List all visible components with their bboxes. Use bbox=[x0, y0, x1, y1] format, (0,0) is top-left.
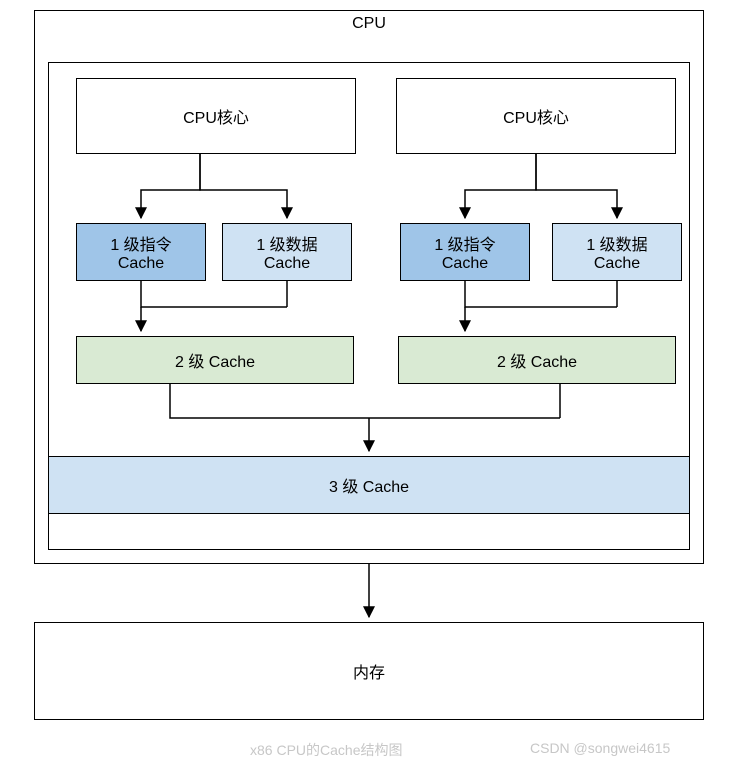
l3-label: 3 级 Cache bbox=[329, 473, 409, 497]
cpu-core-2-label: CPU核心 bbox=[503, 104, 569, 128]
l1-instruction-cache-1: 1 级指令 Cache bbox=[76, 223, 206, 281]
l1i-2-label: 1 级指令 Cache bbox=[434, 231, 495, 273]
caption-right: CSDN @songwei4615 bbox=[530, 740, 670, 756]
l2-1-label: 2 级 Cache bbox=[175, 348, 255, 372]
cpu-title: CPU bbox=[35, 15, 703, 33]
l1-data-cache-1: 1 级数据 Cache bbox=[222, 223, 352, 281]
cpu-core-1: CPU核心 bbox=[76, 78, 356, 154]
l3-cache: 3 级 Cache bbox=[48, 456, 690, 514]
l1-instruction-cache-2: 1 级指令 Cache bbox=[400, 223, 530, 281]
caption-left: x86 CPU的Cache结构图 bbox=[250, 740, 403, 760]
l2-cache-1: 2 级 Cache bbox=[76, 336, 354, 384]
l1d-2-label: 1 级数据 Cache bbox=[586, 231, 647, 273]
l2-cache-2: 2 级 Cache bbox=[398, 336, 676, 384]
l1-data-cache-2: 1 级数据 Cache bbox=[552, 223, 682, 281]
l2-2-label: 2 级 Cache bbox=[497, 348, 577, 372]
l1d-1-label: 1 级数据 Cache bbox=[256, 231, 317, 273]
diagram-canvas: CPU CPU核心 CPU核心 1 级指令 Cache 1 级数据 Cache … bbox=[0, 0, 738, 772]
cpu-core-2: CPU核心 bbox=[396, 78, 676, 154]
memory-label: 内存 bbox=[353, 659, 385, 683]
cpu-core-1-label: CPU核心 bbox=[183, 104, 249, 128]
l1i-1-label: 1 级指令 Cache bbox=[110, 231, 171, 273]
memory-box: 内存 bbox=[34, 622, 704, 720]
